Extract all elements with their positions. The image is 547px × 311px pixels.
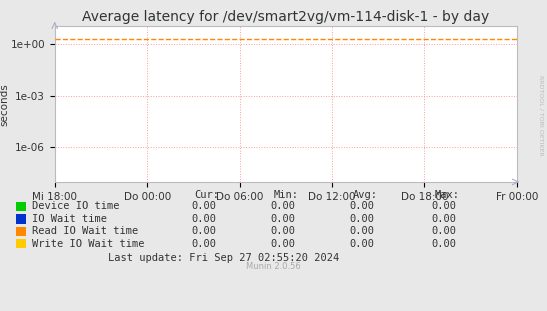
Text: 0.00: 0.00 bbox=[191, 226, 216, 236]
Text: Munin 2.0.56: Munin 2.0.56 bbox=[246, 262, 301, 271]
Text: Write IO Wait time: Write IO Wait time bbox=[32, 239, 144, 249]
Text: 0.00: 0.00 bbox=[270, 226, 295, 236]
Text: 0.00: 0.00 bbox=[270, 214, 295, 224]
Text: IO Wait time: IO Wait time bbox=[32, 214, 107, 224]
Title: Average latency for /dev/smart2vg/vm-114-disk-1 - by day: Average latency for /dev/smart2vg/vm-114… bbox=[82, 10, 490, 24]
Text: 0.00: 0.00 bbox=[432, 214, 457, 224]
Text: 0.00: 0.00 bbox=[191, 214, 216, 224]
Text: Avg:: Avg: bbox=[353, 190, 378, 200]
Text: 0.00: 0.00 bbox=[270, 239, 295, 249]
Y-axis label: seconds: seconds bbox=[0, 83, 9, 126]
Text: 0.00: 0.00 bbox=[350, 226, 375, 236]
Text: 0.00: 0.00 bbox=[432, 226, 457, 236]
Text: RRDTOOL / TOBI OETIKER: RRDTOOL / TOBI OETIKER bbox=[538, 75, 543, 156]
Text: 0.00: 0.00 bbox=[350, 201, 375, 211]
Text: 0.00: 0.00 bbox=[350, 239, 375, 249]
Text: 0.00: 0.00 bbox=[432, 239, 457, 249]
Text: 0.00: 0.00 bbox=[191, 239, 216, 249]
Text: Min:: Min: bbox=[274, 190, 299, 200]
Text: Last update: Fri Sep 27 02:55:20 2024: Last update: Fri Sep 27 02:55:20 2024 bbox=[108, 253, 339, 262]
Text: Cur:: Cur: bbox=[194, 190, 219, 200]
Text: 0.00: 0.00 bbox=[432, 201, 457, 211]
Text: Read IO Wait time: Read IO Wait time bbox=[32, 226, 138, 236]
Text: 0.00: 0.00 bbox=[270, 201, 295, 211]
Text: Max:: Max: bbox=[435, 190, 460, 200]
Text: Device IO time: Device IO time bbox=[32, 201, 119, 211]
Text: 0.00: 0.00 bbox=[191, 201, 216, 211]
Text: 0.00: 0.00 bbox=[350, 214, 375, 224]
